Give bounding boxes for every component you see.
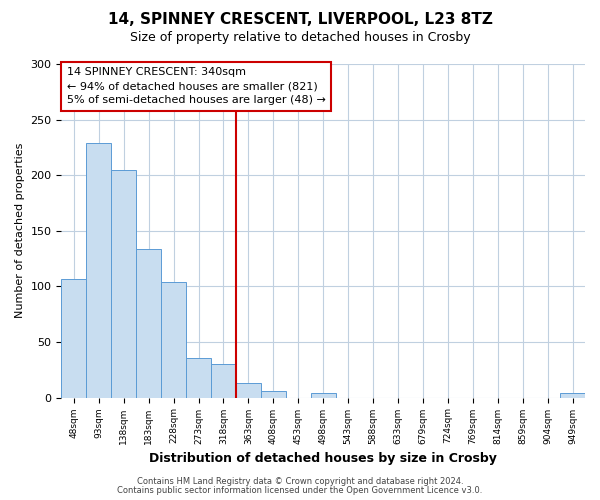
Text: Size of property relative to detached houses in Crosby: Size of property relative to detached ho… <box>130 31 470 44</box>
Bar <box>86 143 111 398</box>
Text: 14, SPINNEY CRESCENT, LIVERPOOL, L23 8TZ: 14, SPINNEY CRESCENT, LIVERPOOL, L23 8TZ <box>107 12 493 28</box>
Bar <box>61 278 86 398</box>
X-axis label: Distribution of detached houses by size in Crosby: Distribution of detached houses by size … <box>149 452 497 465</box>
Bar <box>236 383 261 398</box>
Text: 14 SPINNEY CRESCENT: 340sqm
← 94% of detached houses are smaller (821)
5% of sem: 14 SPINNEY CRESCENT: 340sqm ← 94% of det… <box>67 68 326 106</box>
Text: Contains public sector information licensed under the Open Government Licence v3: Contains public sector information licen… <box>118 486 482 495</box>
Bar <box>111 170 136 398</box>
Bar <box>186 358 211 398</box>
Text: Contains HM Land Registry data © Crown copyright and database right 2024.: Contains HM Land Registry data © Crown c… <box>137 477 463 486</box>
Bar <box>560 393 585 398</box>
Bar <box>161 282 186 398</box>
Y-axis label: Number of detached properties: Number of detached properties <box>15 143 25 318</box>
Bar <box>211 364 236 398</box>
Bar <box>261 391 286 398</box>
Bar <box>311 393 335 398</box>
Bar <box>136 248 161 398</box>
